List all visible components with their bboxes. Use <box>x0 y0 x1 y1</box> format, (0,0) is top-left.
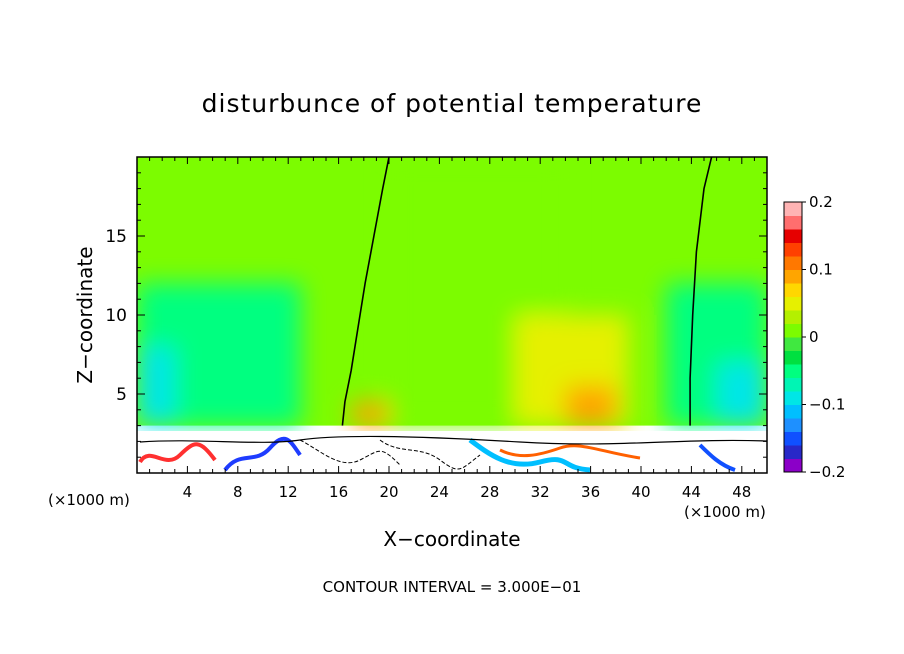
field-region <box>565 386 616 426</box>
y-tick-label: 5 <box>116 385 127 405</box>
x-axis-label: X−coordinate <box>383 527 520 551</box>
color-field <box>137 157 767 426</box>
surface-layer <box>137 431 767 473</box>
colorbar-segment <box>784 283 802 297</box>
colorbar-segment <box>784 269 802 284</box>
x-axis-unit-left: (×1000 m) <box>48 491 130 509</box>
colorbar <box>783 201 803 473</box>
x-tick-label: 44 <box>682 483 701 501</box>
colorbar-segment <box>784 296 802 311</box>
x-tick-label: 4 <box>183 483 193 501</box>
colorbar-segment <box>784 215 802 230</box>
colorbar-tick-label: −0.1 <box>809 396 845 414</box>
colorbar-ticks: 0.2 0.1 0 −0.1 −0.2 <box>802 193 845 481</box>
colorbar-tick-label: 0.1 <box>809 261 833 279</box>
field-region <box>137 346 175 426</box>
field-region <box>716 362 767 426</box>
colorbar-segment <box>784 377 802 392</box>
x-tick-label: 40 <box>631 483 650 501</box>
x-tick-label: 20 <box>379 483 398 501</box>
x-tick-label: 48 <box>732 483 751 501</box>
colorbar-segment <box>784 229 802 243</box>
colorbar-segment <box>784 431 802 446</box>
y-axis-label: Z−coordinate <box>73 246 97 383</box>
x-tick-label: 36 <box>581 483 600 501</box>
contour-interval-note: CONTOUR INTERVAL = 3.000E−01 <box>323 578 582 596</box>
colorbar-segment <box>784 445 802 459</box>
x-tick-label: 28 <box>480 483 499 501</box>
colorbar-segment <box>784 364 802 378</box>
colorbar-segment <box>784 418 802 432</box>
plot-area <box>137 157 767 473</box>
contour-line <box>341 157 390 426</box>
colorbar-segment <box>784 202 802 216</box>
colorbar-tick-label: 0.2 <box>809 193 833 211</box>
colorbar-tick-label: −0.2 <box>809 463 845 481</box>
colorbar-segment <box>784 256 802 270</box>
colorbar-tick-label: 0 <box>809 328 819 346</box>
y-tick-label: 10 <box>105 306 127 326</box>
contour-line <box>689 157 713 426</box>
colorbar-segment <box>784 350 802 365</box>
colorbar-segment <box>784 458 802 473</box>
x-tick-label: 32 <box>531 483 550 501</box>
colorbar-segment <box>784 323 802 338</box>
x-tick-label: 12 <box>279 483 298 501</box>
colorbar-segment <box>784 404 802 419</box>
x-tick-label: 16 <box>329 483 348 501</box>
colorbar-segment <box>784 391 802 405</box>
x-axis-unit-right: (×1000 m) <box>684 503 766 521</box>
y-tick-label: 15 <box>105 227 127 247</box>
field-region <box>351 401 389 426</box>
field-smooth-group <box>137 157 767 426</box>
contour-lines <box>341 157 713 426</box>
chart-title: disturbunce of potential temperature <box>202 89 703 118</box>
colorbar-segment <box>784 337 802 351</box>
colorbar-segment <box>784 242 802 257</box>
x-tick-label: 24 <box>430 483 449 501</box>
x-axis-ticks: 4 8 12 16 20 24 28 32 36 40 44 48 <box>149 157 755 501</box>
x-tick-label: 8 <box>233 483 243 501</box>
y-axis-ticks: 5 10 15 <box>105 172 767 458</box>
colorbar-segment <box>784 310 802 324</box>
